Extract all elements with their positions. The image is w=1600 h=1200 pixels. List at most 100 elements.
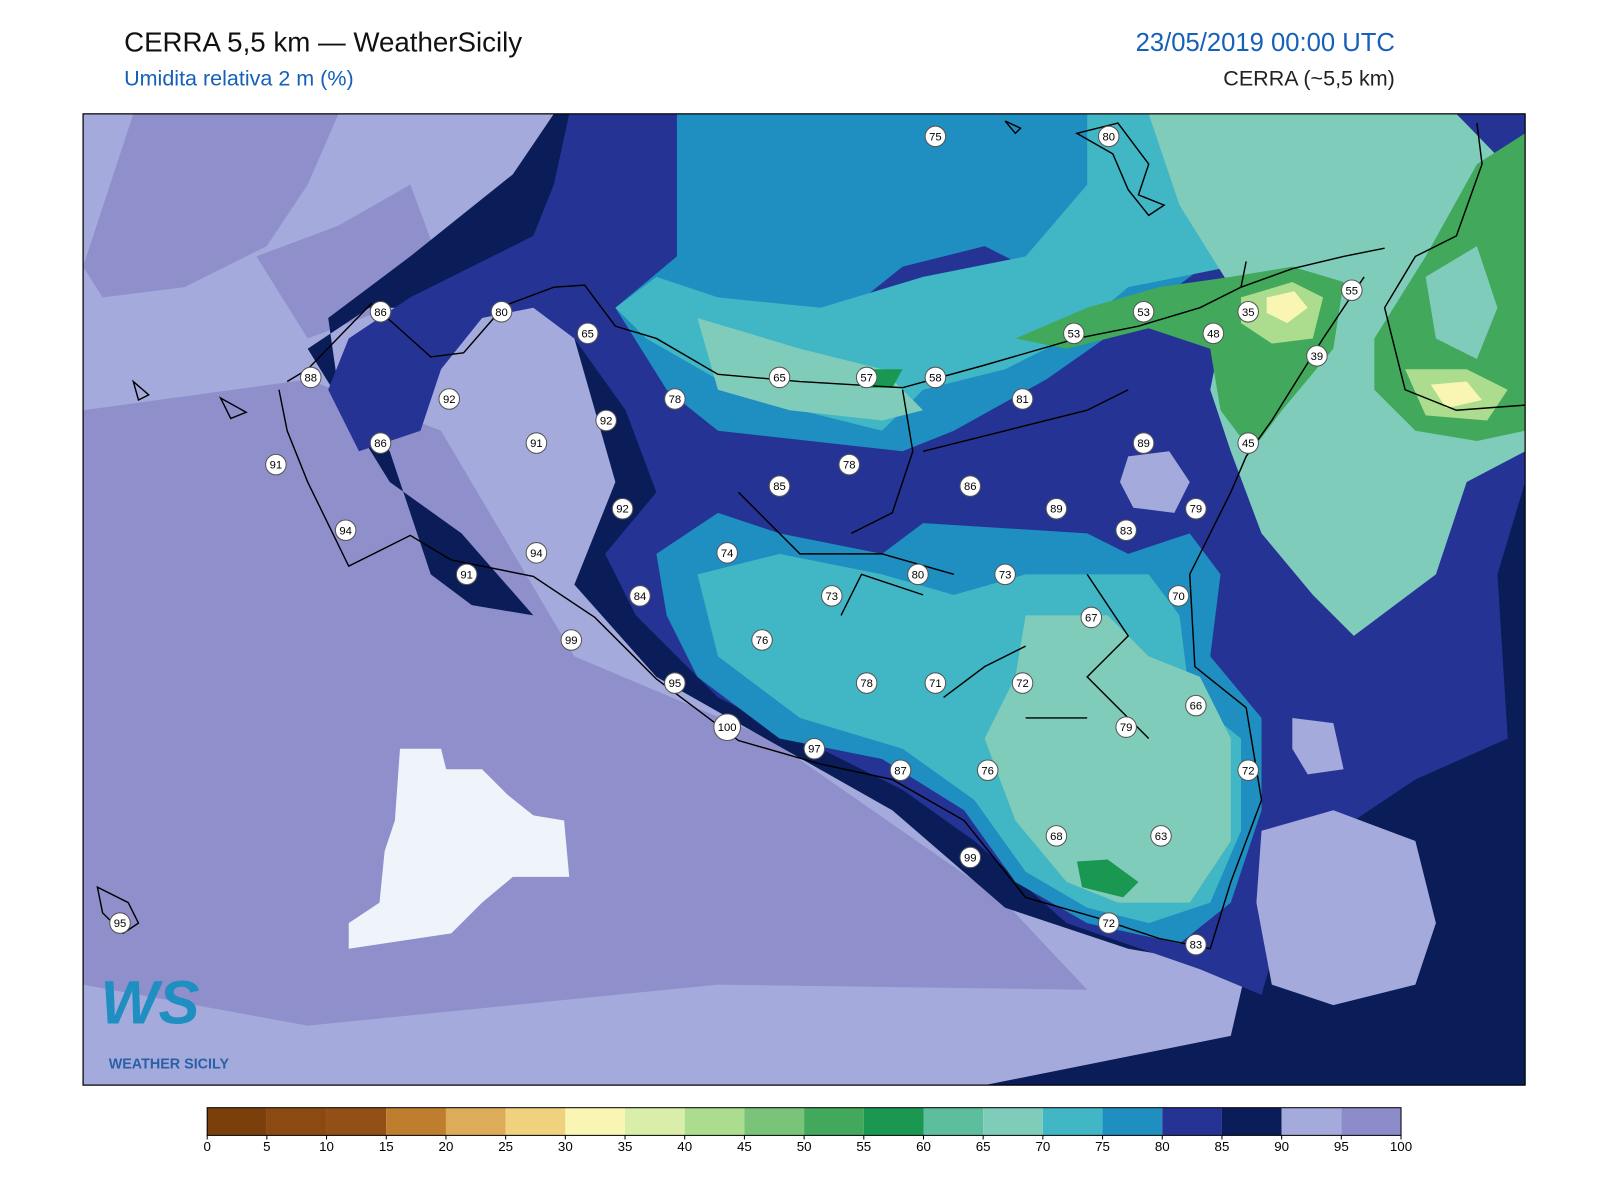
station-marker — [576, 322, 599, 345]
station-marker — [1011, 388, 1034, 410]
subtitle: Umidita relativa 2 m (%) — [124, 67, 354, 91]
station-marker — [1045, 497, 1068, 520]
logo-caption: WEATHER SICILY — [109, 1056, 230, 1072]
station-value: 83 — [1120, 525, 1133, 537]
station-marker — [768, 366, 791, 389]
station-marker — [369, 432, 392, 454]
colorbar-tick-label: 100 — [1390, 1139, 1412, 1154]
datetime: 23/05/2019 00:00 UTC — [1136, 29, 1395, 57]
station-value: 84 — [634, 591, 647, 603]
station-marker — [1080, 606, 1103, 629]
station-value: 53 — [1068, 328, 1081, 340]
colorbar-bin — [326, 1107, 387, 1136]
station-labels: 86 80 65 88 92 86 91 92 78 65 57 58 75 80 53 35 55 53 48 39… — [109, 125, 1363, 956]
colorbar-tick-label: 40 — [677, 1139, 692, 1154]
station-marker — [1237, 759, 1259, 782]
station-marker — [1306, 345, 1328, 367]
station-marker — [821, 585, 843, 607]
colorbar-tick-label: 70 — [1035, 1139, 1050, 1154]
colorbar-bin — [1042, 1107, 1103, 1136]
station-value: 79 — [1190, 504, 1203, 516]
station-marker — [490, 301, 513, 323]
station-marker — [1185, 694, 1207, 717]
station-value: 100 — [718, 722, 737, 734]
station-value: 63 — [1155, 831, 1168, 843]
station-value: 72 — [1016, 678, 1029, 690]
station-value: 83 — [1190, 940, 1203, 952]
station-value: 65 — [773, 372, 786, 384]
colorbar-bin — [266, 1107, 327, 1136]
station-marker — [1132, 301, 1155, 323]
colorbar-bin — [445, 1107, 506, 1136]
station-marker — [1045, 825, 1068, 847]
station-value: 71 — [929, 678, 942, 690]
station-marker — [959, 846, 982, 869]
station-marker — [1132, 432, 1155, 454]
colorbar-bin — [923, 1107, 984, 1136]
station-value: 86 — [374, 438, 387, 450]
station-value: 48 — [1207, 328, 1220, 340]
station-value: 97 — [808, 744, 821, 756]
station-marker — [924, 672, 947, 694]
station-value: 55 — [1346, 285, 1359, 297]
colorbar-bin — [684, 1107, 745, 1136]
station-value: 70 — [1172, 591, 1185, 603]
station-value: 89 — [1137, 438, 1150, 450]
station-marker — [1150, 825, 1172, 847]
station-marker — [265, 453, 287, 476]
colorbar-tick-label: 90 — [1274, 1139, 1289, 1154]
colorbar-bin — [565, 1107, 626, 1136]
station-value: 91 — [270, 460, 283, 472]
station-marker — [611, 497, 634, 520]
colorbar-tick-label: 75 — [1095, 1139, 1110, 1154]
title: CERRA 5,5 km — WeatherSicily — [124, 26, 522, 57]
station-marker — [455, 563, 478, 586]
station-marker — [560, 629, 583, 651]
colorbar-bin — [505, 1107, 566, 1136]
station-marker — [1063, 322, 1085, 345]
colorbar-tick-label: 80 — [1155, 1139, 1170, 1154]
colorbar-tick-label: 30 — [558, 1139, 573, 1154]
colorbar-tick-label: 60 — [916, 1139, 931, 1154]
station-marker — [768, 475, 791, 497]
colorbar-bin — [744, 1107, 805, 1136]
station-value: 80 — [1102, 131, 1115, 143]
station-marker — [907, 563, 929, 586]
station-value: 68 — [1050, 831, 1063, 843]
colorbar-bin — [386, 1107, 446, 1136]
station-value: 78 — [843, 460, 856, 472]
station-marker — [1185, 497, 1207, 520]
colorbar-tick-label: 10 — [319, 1139, 334, 1154]
station-marker — [299, 366, 322, 389]
station-marker — [855, 672, 878, 694]
station-marker — [334, 519, 357, 542]
station-value: 92 — [443, 394, 456, 406]
station-marker — [1237, 432, 1259, 454]
station-value: 91 — [530, 438, 543, 450]
station-value: 94 — [530, 548, 543, 560]
station-marker — [959, 475, 982, 497]
station-value: 92 — [616, 504, 629, 516]
station-marker — [1115, 519, 1137, 542]
colorbar-tick-label: 15 — [379, 1139, 394, 1154]
station-marker — [629, 585, 651, 607]
colorbar-tick-label: 20 — [439, 1139, 454, 1154]
station-marker — [1202, 322, 1225, 345]
station-marker — [664, 388, 686, 410]
station-value: 76 — [981, 765, 994, 777]
station-value: 72 — [1242, 765, 1255, 777]
station-value: 79 — [1120, 722, 1133, 734]
station-marker — [438, 388, 460, 410]
station-value: 76 — [756, 635, 769, 647]
model-label: CERRA (~5,5 km) — [1223, 67, 1395, 91]
colorbar-tick-label: 35 — [618, 1139, 633, 1154]
station-value: 78 — [860, 678, 873, 690]
station-value: 80 — [495, 307, 508, 319]
colorbar-tick-label: 50 — [797, 1139, 812, 1154]
station-marker — [109, 912, 131, 934]
station-value: 65 — [581, 328, 594, 340]
station-value: 39 — [1311, 351, 1324, 363]
station-marker — [838, 453, 860, 476]
station-marker — [924, 125, 947, 148]
station-value: 73 — [826, 591, 839, 603]
